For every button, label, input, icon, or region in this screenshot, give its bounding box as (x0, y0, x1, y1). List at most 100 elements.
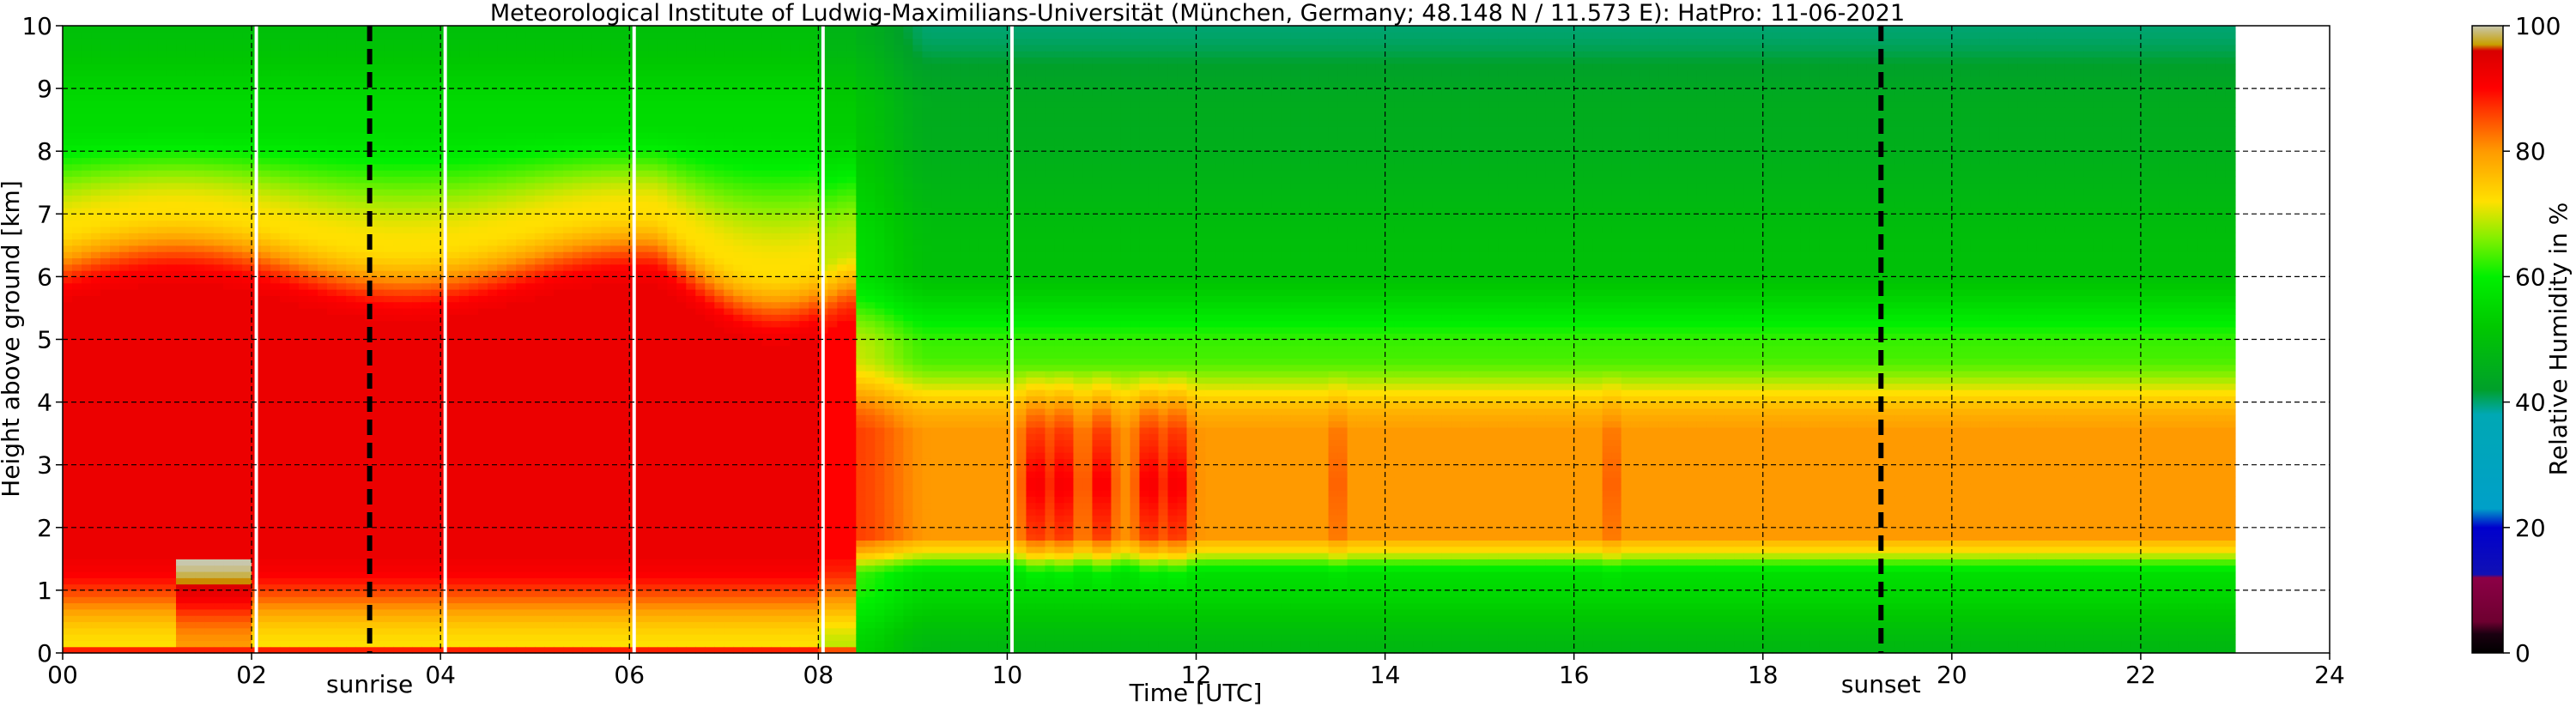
heatmap-cell (336, 471, 347, 478)
heatmap-cell (82, 534, 92, 541)
heatmap-cell (100, 263, 111, 271)
heatmap-cell (506, 577, 517, 585)
heatmap-cell (355, 540, 366, 547)
heatmap-cell (516, 100, 526, 108)
heatmap-cell (63, 113, 73, 121)
heatmap-cell (204, 527, 215, 535)
heatmap-cell (516, 615, 526, 623)
heatmap-cell (336, 489, 347, 497)
heatmap-cell (431, 251, 441, 259)
heatmap-cell (82, 57, 92, 64)
heatmap-cell (516, 408, 526, 415)
heatmap-cell (497, 515, 507, 523)
heatmap-cell (167, 433, 177, 441)
heatmap-cell (497, 527, 507, 535)
heatmap-cell (82, 408, 92, 415)
heatmap-cell (346, 170, 356, 178)
heatmap-cell (318, 320, 328, 328)
heatmap-cell (336, 82, 347, 89)
heatmap-cell (469, 189, 479, 196)
heatmap-cell (412, 157, 422, 165)
heatmap-cell (336, 125, 347, 133)
heatmap-cell (119, 433, 130, 441)
heatmap-cell (497, 44, 507, 51)
heatmap-cell (63, 559, 73, 566)
heatmap-cell (138, 408, 148, 415)
heatmap-cell (516, 51, 526, 58)
heatmap-cell (223, 326, 233, 334)
heatmap-cell (393, 527, 403, 535)
heatmap-cell (497, 565, 507, 572)
heatmap-cell (497, 100, 507, 108)
heatmap-cell (459, 452, 470, 459)
heatmap-cell (506, 527, 517, 535)
heatmap-cell (393, 471, 403, 478)
heatmap-cell (403, 170, 413, 178)
heatmap-cell (412, 515, 422, 523)
heatmap-cell (214, 583, 224, 591)
heatmap-cell (100, 408, 111, 415)
heatmap-cell (270, 44, 281, 51)
heatmap-cell (91, 559, 101, 566)
heatmap-cell (167, 170, 177, 178)
heatmap-cell (525, 88, 536, 96)
heatmap-cell (506, 176, 517, 184)
heatmap-cell (497, 226, 507, 233)
heatmap-cell (270, 170, 281, 178)
heatmap-cell (355, 508, 366, 516)
heatmap-cell (100, 508, 111, 516)
heatmap-cell (91, 214, 101, 221)
heatmap-cell (346, 289, 356, 296)
heatmap-cell (242, 44, 252, 51)
heatmap-cell (157, 377, 167, 384)
heatmap-cell (403, 94, 413, 102)
heatmap-cell (478, 571, 488, 578)
heatmap-cell (138, 345, 148, 353)
heatmap-cell (195, 634, 205, 641)
heatmap-cell (506, 602, 517, 610)
heatmap-cell (185, 445, 196, 453)
heatmap-cell (355, 339, 366, 347)
heatmap-cell (346, 125, 356, 133)
heatmap-cell (431, 426, 441, 434)
heatmap-cell (242, 396, 252, 403)
heatmap-cell (185, 489, 196, 497)
heatmap-cell (261, 396, 271, 403)
heatmap-cell (318, 452, 328, 459)
heatmap-cell (72, 125, 82, 133)
heatmap-cell (488, 295, 498, 303)
heatmap-cell (91, 51, 101, 58)
heatmap-cell (403, 226, 413, 233)
heatmap-cell (157, 263, 167, 271)
heatmap-cell (525, 377, 536, 384)
heatmap-cell (195, 577, 205, 585)
heatmap-cell (195, 270, 205, 277)
heatmap-cell (327, 26, 337, 33)
heatmap-cell (403, 571, 413, 578)
heatmap-cell (157, 69, 167, 77)
heatmap-cell (289, 521, 300, 529)
heatmap-cell (525, 389, 536, 396)
heatmap-cell (384, 157, 394, 165)
heatmap-cell (82, 119, 92, 127)
heatmap-cell (157, 157, 167, 165)
heatmap-cell (72, 634, 82, 641)
heatmap-cell (185, 88, 196, 96)
heatmap-cell (261, 646, 271, 654)
heatmap-cell (318, 420, 328, 428)
heatmap-cell (289, 589, 300, 597)
heatmap-cell (336, 402, 347, 409)
heatmap-cell (450, 76, 460, 83)
heatmap-cell (365, 251, 375, 259)
heatmap-cell (91, 402, 101, 409)
heatmap-cell (355, 132, 366, 140)
heatmap-cell (138, 489, 148, 497)
heatmap-cell (450, 63, 460, 70)
heatmap-cell (148, 508, 158, 516)
heatmap-cell (138, 589, 148, 597)
heatmap-cell (318, 527, 328, 535)
heatmap-cell (261, 602, 271, 610)
heatmap-cell (214, 546, 224, 553)
heatmap-cell (346, 414, 356, 422)
heatmap-cell (270, 477, 281, 485)
